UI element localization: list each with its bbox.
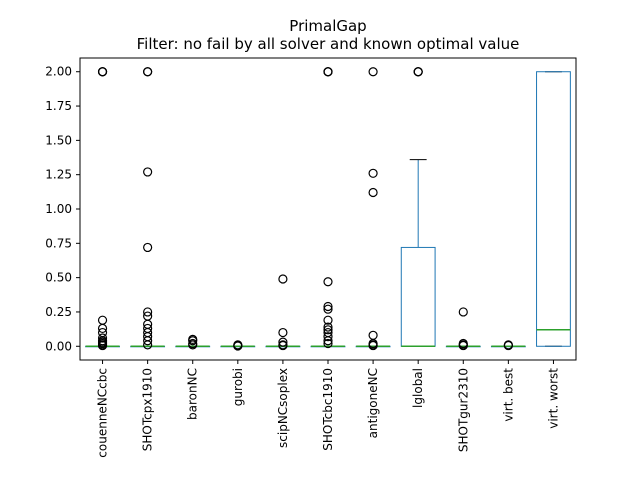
chart-subtitle: Filter: no fail by all solver and known … [137,35,520,53]
x-tick-label: scipNCsoplex [276,368,290,448]
x-axis: couenneNCcbc SHOTcpx1910 baronNC gurobi scip… [96,360,560,458]
outlier-point [143,67,153,77]
box-group [310,67,346,349]
outlier-point [323,304,333,314]
outlier-point [368,330,378,340]
outlier-point [233,341,243,351]
x-tick-label: SHOTgur2310 [456,368,470,452]
outlier-point [323,67,333,77]
outlier-point [368,340,378,351]
y-tick-label: 0.75 [45,236,72,250]
outlier-point [278,274,288,284]
outlier-point [97,323,108,334]
chart-title: PrimalGap [289,17,366,35]
outlier-point [323,322,333,332]
outlier-point [188,340,198,350]
x-tick-label: virt. best [501,368,515,422]
y-tick-label: 1.50 [45,133,72,147]
outlier-point [323,315,333,325]
x-tick-label: antigoneNC [366,368,380,438]
box-rect [536,71,571,347]
y-tick-label: 2.00 [45,65,72,79]
outlier-point [97,340,108,351]
outlier-point [323,301,333,312]
box-group [265,274,301,351]
outlier-point [368,187,378,198]
x-tick-label: virt. worst [546,368,560,429]
y-tick-label: 1.75 [45,99,72,113]
x-tick-label: baronNC [186,368,200,420]
outlier-point [368,168,378,178]
outlier-point [323,277,333,287]
box-group [175,334,211,350]
outlier-point [97,67,108,77]
y-tick-label: 1.00 [45,202,72,216]
outlier-point [143,336,153,346]
y-tick-label: 0.25 [45,305,72,319]
outlier-point [323,325,333,335]
outlier-point [143,307,153,317]
outlier-point [368,67,378,77]
outlier-point [503,340,513,351]
box-group [355,67,391,351]
outlier-point [323,332,333,342]
outlier-point [143,242,153,253]
outlier-point [143,167,153,177]
outlier-point [458,307,468,317]
plot-frame [79,57,577,361]
outlier-point [278,337,288,347]
outlier-point [278,340,288,351]
x-tick-label: SHOTcpx1910 [141,368,155,451]
box-group [400,67,436,348]
x-tick-label: SHOTcbc1910 [321,368,335,451]
y-tick-label: 0.00 [45,339,72,353]
box-group [130,67,166,350]
x-tick-label: couenneNCcbc [96,368,110,458]
box-group [445,307,481,351]
outlier-point [458,340,468,351]
y-axis: 0.00 0.25 0.50 0.75 1.00 1.25 1.50 1.75 2.00 [45,65,80,353]
outlier-point [323,336,333,346]
box-rect [400,246,436,347]
outlier-point [323,338,333,349]
y-tick-label: 1.25 [45,168,72,182]
boxes-layer [85,67,571,351]
y-tick-label: 0.50 [45,271,72,285]
box-group [490,340,526,351]
outlier-point [188,336,198,346]
outlier-point [97,315,108,325]
box-group [85,67,120,351]
outlier-point [413,67,423,77]
box-group [536,71,571,347]
outlier-point [143,340,153,350]
x-tick-label: gurobi [231,368,245,406]
x-tick-label: lglobal [411,368,425,408]
box-group [220,340,256,351]
outlier-point [278,327,288,338]
